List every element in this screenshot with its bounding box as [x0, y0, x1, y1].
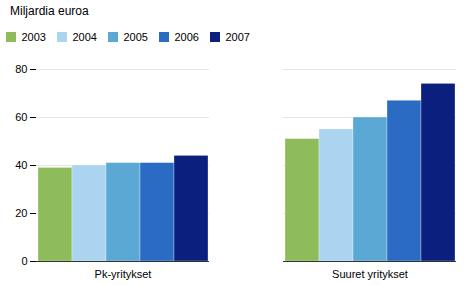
svg-text:60: 60: [15, 111, 27, 123]
svg-text:Pk-yritykset: Pk-yritykset: [95, 268, 152, 280]
html-text:2006: 2006: [174, 30, 199, 43]
svg-text:Suuret yritykset: Suuret yritykset: [332, 268, 408, 280]
html-text:2004: 2004: [72, 30, 97, 43]
svg-text:40: 40: [15, 159, 27, 171]
html-text:2003: 2003: [21, 30, 46, 43]
svg-text:20: 20: [15, 207, 27, 219]
html-text:2007: 2007: [225, 30, 250, 43]
html-text:2005: 2005: [123, 30, 148, 43]
html-text:Miljardia euroa: Miljardia euroa: [10, 4, 89, 18]
svg-text:0: 0: [21, 255, 27, 267]
svg-text:80: 80: [15, 63, 27, 75]
